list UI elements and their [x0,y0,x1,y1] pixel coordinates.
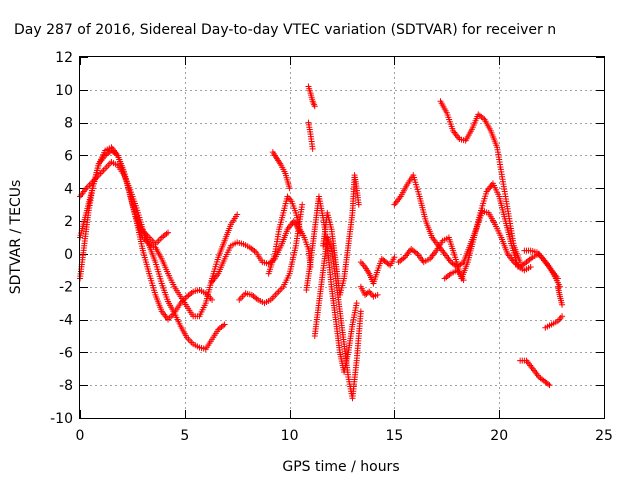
data-points [77,83,566,402]
y-tick-label: 8 [64,116,73,132]
data-point [299,201,306,208]
y-tick-label: 12 [55,50,73,66]
x-axis-label: GPS time / hours [282,459,399,475]
x-tick-label: 0 [76,428,85,444]
data-point [309,145,316,152]
data-point [357,308,364,315]
y-tick-label: 10 [55,83,73,99]
plot-frame [79,56,605,419]
axis-ticks: -10 -8 -6 -4 -2 0 2 4 6 8 10 12 0 5 10 15 20 25 [50,50,613,444]
y-tick-label: -2 [59,280,73,296]
y-tick-label: -10 [50,411,73,427]
y-tick-label: 2 [64,214,73,230]
x-tick-label: 15 [385,428,403,444]
y-tick-label: 6 [64,148,73,164]
data-point [546,382,553,389]
data-point [165,229,172,236]
data-point [559,313,566,320]
data-point [527,264,534,271]
y-tick-label: -4 [59,313,73,329]
data-point [234,211,241,218]
y-tick-label: 0 [64,247,73,263]
data-point [221,321,228,328]
y-axis-label: SDTVAR / TECUs [8,180,24,295]
data-point [286,185,293,192]
data-point [355,201,362,208]
x-tick-label: 5 [180,428,189,444]
data-point [209,296,216,303]
data-point [364,289,371,296]
data-point [545,381,552,388]
data-point [517,259,524,266]
x-tick-label: 10 [281,428,299,444]
x-tick-label: 25 [595,428,613,444]
y-tick-label: -6 [59,345,73,361]
data-point [391,254,398,261]
y-tick-label: 4 [64,181,73,197]
data-point [353,300,360,307]
chart-title: Day 287 of 2016, Sidereal Day-to-day VTE… [14,22,556,38]
data-point [460,277,467,284]
data-point [374,291,381,298]
y-tick-label: -8 [59,378,73,394]
data-point [559,301,566,308]
x-tick-label: 20 [490,428,508,444]
data-point [311,103,318,110]
